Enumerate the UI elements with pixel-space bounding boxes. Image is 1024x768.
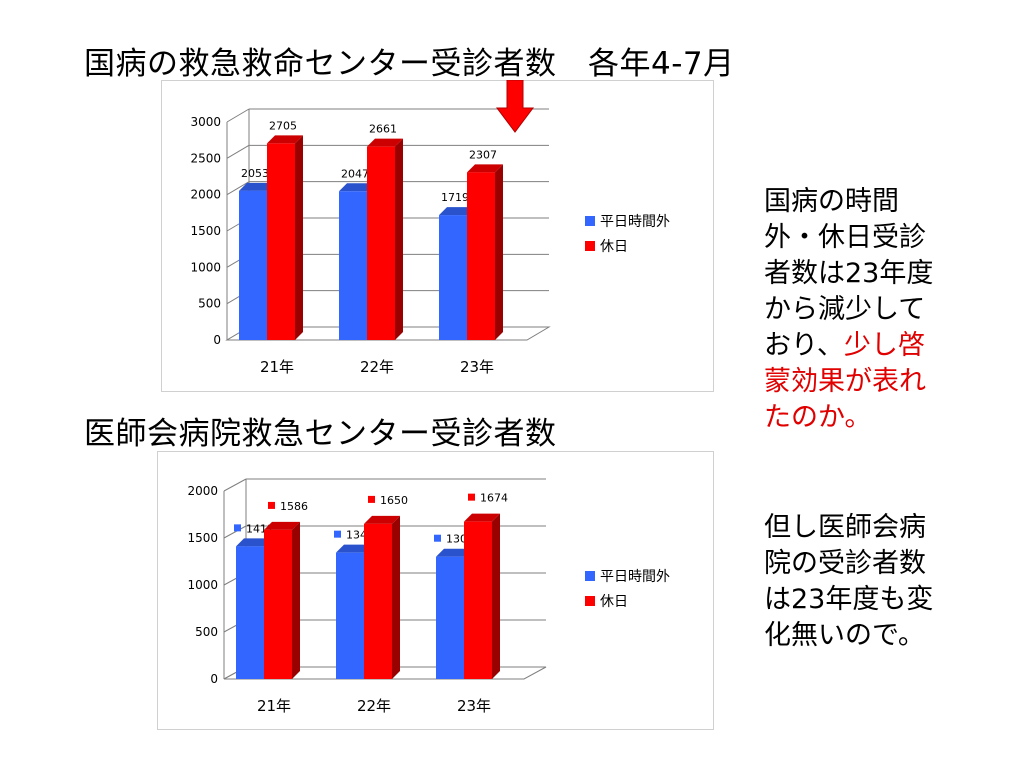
y-tick-label: 2000 xyxy=(190,188,221,202)
bar-top xyxy=(236,538,272,547)
bar-side xyxy=(395,138,403,340)
note-line: 化無いので。 xyxy=(764,620,925,651)
bar-top xyxy=(467,164,503,173)
bar xyxy=(467,172,495,340)
note-line: 者数は23年度 xyxy=(764,258,934,289)
legend-swatch xyxy=(585,571,595,581)
legend-label: 休日 xyxy=(600,239,628,255)
note-highlight: 少し啓 xyxy=(843,330,925,361)
data-label-marker xyxy=(468,493,475,501)
chart-ishikai-svg: 050010001500200021年1411158622年1344165023… xyxy=(187,478,670,715)
x-category-label: 23年 xyxy=(457,697,491,715)
note-line: は23年度も変 xyxy=(764,584,934,615)
note-line: から減少して xyxy=(764,294,926,325)
bar xyxy=(264,529,292,679)
note-unchanged: 但し医師会病 院の受診者数 は23年度も変 化無いので。 xyxy=(764,510,1014,654)
x-category-label: 22年 xyxy=(357,697,391,715)
bar-side xyxy=(295,135,303,340)
data-label: 2047 xyxy=(341,167,369,180)
bar xyxy=(239,190,267,340)
y-tick-label: 0 xyxy=(213,333,221,347)
x-category-label: 22年 xyxy=(360,358,394,376)
legend-label: 平日時間外 xyxy=(600,214,670,230)
data-label-marker xyxy=(368,495,375,503)
bar-top xyxy=(264,521,300,530)
y-tick-label: 1500 xyxy=(187,531,218,545)
grid-side-line xyxy=(226,108,250,123)
y-tick-label: 2000 xyxy=(187,484,218,498)
y-tick-label: 500 xyxy=(198,297,221,311)
data-label-marker xyxy=(334,530,341,538)
y-tick-label: 500 xyxy=(195,625,218,639)
legend-swatch xyxy=(585,216,595,226)
bar xyxy=(439,215,467,340)
bar xyxy=(364,523,392,679)
data-label: 2661 xyxy=(369,123,397,136)
data-label: 1586 xyxy=(280,500,308,513)
note-decrease: 国病の時間 外・休日受診 者数は23年度 から減少して おり、少し啓 蒙効果が表… xyxy=(764,184,1014,436)
note-line: 但し医師会病 xyxy=(764,512,926,543)
bar-top xyxy=(464,513,500,522)
grid-side-line xyxy=(226,144,250,159)
chart-kokubyo: 0 500 1000 1500 2000 2500 3000 21年 2053 2705 22年 20… xyxy=(161,80,714,392)
data-label: 2053 xyxy=(241,167,269,180)
data-label: 1674 xyxy=(480,492,508,505)
chart-kokubyo-svg: 0 500 1000 1500 2000 2500 3000 21年 2053 2705 22年 20… xyxy=(190,108,670,376)
bar-top xyxy=(439,207,475,216)
x-category-label: 23年 xyxy=(460,358,494,376)
bar xyxy=(336,552,364,679)
bar-top xyxy=(267,135,303,144)
data-label: 1650 xyxy=(380,494,408,507)
x-category-label: 21年 xyxy=(260,358,294,376)
down-arrow-icon xyxy=(496,80,534,133)
bar xyxy=(436,556,464,679)
x-category-label: 21年 xyxy=(257,697,291,715)
title-ishikai: 医師会病院救急センター受診者数 xyxy=(84,416,557,452)
legend-swatch xyxy=(585,596,595,606)
note-text: おり、 xyxy=(764,330,844,361)
y-tick-label: 1000 xyxy=(187,578,218,592)
bar xyxy=(267,143,295,340)
bar xyxy=(236,546,264,679)
note-line: 外・休日受診 xyxy=(764,222,926,253)
note-line: 院の受診者数 xyxy=(764,548,926,579)
chart-ishikai: 0 500 1000 1500 2000 21年 1411 1586 22年 1344 1650 23… xyxy=(157,451,714,730)
data-label: 2705 xyxy=(269,119,297,132)
legend-label: 休日 xyxy=(600,594,628,610)
data-label-marker xyxy=(234,524,241,532)
data-label: 1719 xyxy=(441,191,469,204)
note-line: 国病の時間 xyxy=(764,186,899,217)
y-tick-label: 2500 xyxy=(190,151,221,165)
y-tick-label: 1500 xyxy=(190,224,221,238)
bar-side xyxy=(292,521,300,679)
y-tick-label: 3000 xyxy=(190,115,221,129)
bar-top xyxy=(436,548,472,557)
bar-top xyxy=(364,515,400,524)
y-tick-label: 1000 xyxy=(190,260,221,274)
data-label-marker xyxy=(434,534,441,542)
legend-label: 平日時間外 xyxy=(600,569,670,585)
bar-top xyxy=(336,544,372,553)
bar-top xyxy=(367,138,403,147)
title-kokubyo: 国病の救急救命センター受診者数 各年4-7月 xyxy=(84,46,735,82)
bar-side xyxy=(392,515,400,679)
note-highlight: 蒙効果が表れ xyxy=(764,366,926,397)
grid-side-line xyxy=(226,181,250,196)
legend-swatch xyxy=(585,241,595,251)
bar xyxy=(367,146,395,340)
bar-side xyxy=(492,513,500,679)
grid-side-line xyxy=(223,478,247,492)
bar xyxy=(339,191,367,340)
grid-side-line xyxy=(223,525,247,539)
bar-top xyxy=(339,183,375,192)
bar-side xyxy=(495,164,503,340)
y-tick-label: 0 xyxy=(210,672,218,686)
note-line-mixed: おり、少し啓 xyxy=(764,328,1014,364)
note-highlight: たのか。 xyxy=(764,402,872,433)
data-label-marker xyxy=(268,501,275,509)
bar xyxy=(464,521,492,679)
data-label: 2307 xyxy=(469,148,497,161)
bar-top xyxy=(239,182,275,191)
